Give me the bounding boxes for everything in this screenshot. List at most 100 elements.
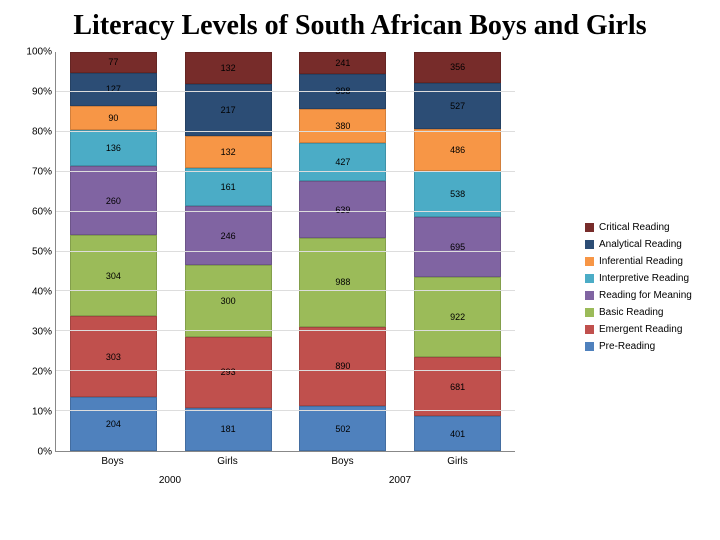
stacked-bar: 181 293 300 246 161 132 217 132 xyxy=(185,52,272,451)
bar-segment: 486 xyxy=(414,129,501,171)
legend-item: Pre-Reading xyxy=(585,341,692,352)
segment-value-label: 538 xyxy=(450,189,465,199)
chart-plot-area: 0%10%20%30%40%50%60%70%80%90%100% 204303… xyxy=(55,52,700,452)
segment-value-label: 380 xyxy=(335,121,350,131)
bar-segment: 988 xyxy=(299,238,386,326)
bar-segment: 303 xyxy=(70,316,157,397)
gridline xyxy=(56,131,515,132)
y-tick-label: 90% xyxy=(10,87,52,98)
x-axis-categories: BoysGirlsBoysGirls xyxy=(55,452,515,467)
legend-item: Analytical Reading xyxy=(585,239,692,250)
segment-value-label: 922 xyxy=(450,312,465,322)
stacked-bar: 401 681 922 695 538 486 527 356 xyxy=(414,52,501,451)
legend-label: Critical Reading xyxy=(599,222,670,233)
y-tick-label: 60% xyxy=(10,207,52,218)
segment-value-label: 502 xyxy=(335,424,350,434)
gridline xyxy=(56,370,515,371)
bar-segment: 356 xyxy=(414,52,501,83)
segment-value-label: 181 xyxy=(221,424,236,434)
legend-swatch xyxy=(585,291,594,300)
legend-item: Interpretive Reading xyxy=(585,273,692,284)
segment-value-label: 161 xyxy=(221,182,236,192)
bar-segment: 127 xyxy=(70,73,157,107)
bar-segment: 246 xyxy=(185,206,272,265)
legend-item: Reading for Meaning xyxy=(585,290,692,301)
legend-swatch xyxy=(585,342,594,351)
x-category-label: Girls xyxy=(400,452,515,467)
y-axis: 0%10%20%30%40%50%60%70%80%90%100% xyxy=(10,52,52,452)
bar-column: 204 303 304 260 136 90 127 77 xyxy=(56,52,171,451)
segment-value-label: 90 xyxy=(108,113,118,123)
segment-value-label: 246 xyxy=(221,231,236,241)
legend-item: Emergent Reading xyxy=(585,324,692,335)
bar-segment: 300 xyxy=(185,265,272,337)
gridline xyxy=(56,330,515,331)
y-tick-label: 70% xyxy=(10,167,52,178)
bar-segment: 132 xyxy=(185,52,272,84)
y-tick-label: 40% xyxy=(10,287,52,298)
bar-segment: 681 xyxy=(414,357,501,416)
y-tick-label: 10% xyxy=(10,407,52,418)
segment-value-label: 204 xyxy=(106,419,121,429)
segment-value-label: 304 xyxy=(106,271,121,281)
segment-value-label: 132 xyxy=(221,147,236,157)
stacked-bar: 204 303 304 260 136 90 127 77 xyxy=(70,52,157,451)
x-group-label: 2007 xyxy=(285,475,515,486)
gridline xyxy=(56,91,515,92)
segment-value-label: 241 xyxy=(335,58,350,68)
bar-segment: 241 xyxy=(299,52,386,74)
x-category-label: Boys xyxy=(285,452,400,467)
bar-segment: 260 xyxy=(70,166,157,235)
bar-segment: 181 xyxy=(185,408,272,451)
bar-column: 502890988639427380398241 xyxy=(286,52,401,451)
bar-segment: 204 xyxy=(70,397,157,451)
segment-value-label: 486 xyxy=(450,145,465,155)
legend-swatch xyxy=(585,240,594,249)
legend-label: Pre-Reading xyxy=(599,341,655,352)
bar-segment: 922 xyxy=(414,277,501,357)
y-tick-label: 0% xyxy=(10,447,52,458)
chart-title: Literacy Levels of South African Boys an… xyxy=(0,0,720,48)
bar-segment: 77 xyxy=(70,52,157,72)
legend-swatch xyxy=(585,223,594,232)
segment-value-label: 527 xyxy=(450,101,465,111)
segment-value-label: 401 xyxy=(450,429,465,439)
legend-swatch xyxy=(585,325,594,334)
legend-swatch xyxy=(585,274,594,283)
legend-label: Inferential Reading xyxy=(599,256,683,267)
bar-column: 401 681 922 695 538 486 527 356 xyxy=(400,52,515,451)
bar-segment: 293 xyxy=(185,337,272,407)
bar-segment: 502 xyxy=(299,406,386,451)
segment-value-label: 988 xyxy=(335,277,350,287)
legend-label: Reading for Meaning xyxy=(599,290,692,301)
segment-value-label: 136 xyxy=(106,143,121,153)
x-axis-groups: 20002007 xyxy=(55,475,515,486)
legend-swatch xyxy=(585,257,594,266)
legend-label: Basic Reading xyxy=(599,307,663,318)
bar-segment: 695 xyxy=(414,217,501,277)
segment-value-label: 427 xyxy=(335,157,350,167)
x-category-label: Boys xyxy=(55,452,170,467)
y-tick-label: 30% xyxy=(10,327,52,338)
stacked-bar: 502890988639427380398241 xyxy=(299,52,386,451)
segment-value-label: 77 xyxy=(108,57,118,67)
legend-label: Emergent Reading xyxy=(599,324,682,335)
segment-value-label: 681 xyxy=(450,382,465,392)
segment-value-label: 260 xyxy=(106,196,121,206)
legend-label: Analytical Reading xyxy=(599,239,682,250)
bar-segment: 380 xyxy=(299,109,386,143)
legend-swatch xyxy=(585,308,594,317)
bar-segment: 527 xyxy=(414,83,501,129)
segment-value-label: 293 xyxy=(221,367,236,377)
bar-segment: 427 xyxy=(299,143,386,181)
y-tick-label: 100% xyxy=(10,47,52,58)
bar-segment: 161 xyxy=(185,168,272,207)
x-group-label: 2000 xyxy=(55,475,285,486)
gridline xyxy=(56,211,515,212)
plot: 204 303 304 260 136 90 127 77 181 293 300 246 161 132… xyxy=(55,52,515,452)
segment-value-label: 217 xyxy=(221,105,236,115)
bar-segment: 136 xyxy=(70,130,157,166)
segment-value-label: 356 xyxy=(450,62,465,72)
segment-value-label: 303 xyxy=(106,352,121,362)
segment-value-label: 300 xyxy=(221,296,236,306)
